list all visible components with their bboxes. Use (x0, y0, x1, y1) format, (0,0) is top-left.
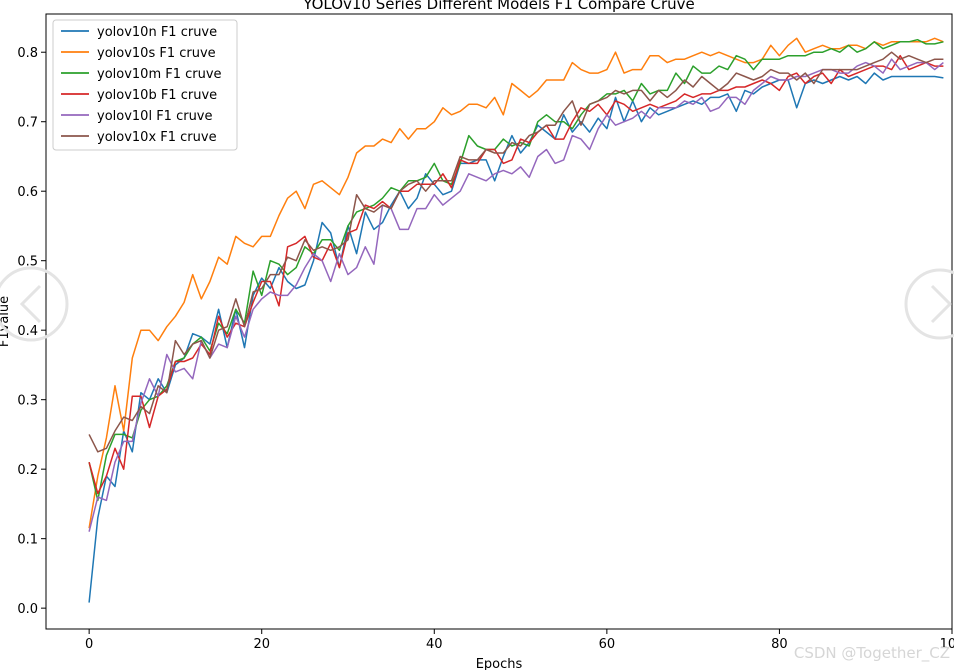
x-tick-label: 20 (253, 637, 270, 652)
x-tick-label: 40 (426, 637, 443, 652)
y-tick-label: 0.1 (17, 533, 38, 548)
legend-label: yolov10l F1 cruve (97, 109, 213, 124)
prev-nav-circle (0, 266, 69, 342)
x-tick-label: 0 (85, 637, 93, 652)
legend-label: yolov10b F1 cruve (97, 88, 217, 103)
y-tick-label: 0.3 (17, 394, 38, 409)
chevron-left-icon (19, 284, 42, 324)
chart-title: YOLOv10 Series Different Models F1 Compa… (302, 0, 695, 13)
y-axis-title: F1value (0, 296, 12, 347)
series-line-2 (88, 37, 944, 529)
series-line-6 (88, 51, 944, 453)
y-tick-label: 0.5 (17, 255, 38, 270)
legend-label: yolov10n F1 cruve (97, 25, 217, 40)
legend-label: yolov10s F1 cruve (97, 46, 216, 61)
x-axis-title: Epochs (476, 657, 523, 670)
y-axis-ticks: 0.0 0.1 0.2 0.3 0.4 0.5 0.6 0.7 0.8 (17, 46, 46, 617)
y-tick-label: 0.7 (17, 116, 38, 131)
y-tick-label: 0.2 (17, 463, 38, 478)
y-tick-label: 0.6 (17, 185, 38, 200)
x-tick-label: 100 (940, 637, 954, 652)
series-line-1 (88, 72, 944, 603)
legend-label: yolov10m F1 cruve (97, 67, 222, 82)
next-nav-circle (904, 268, 954, 340)
watermark-text: CSDN @Together_CZ (794, 644, 950, 663)
x-tick-label: 60 (599, 637, 616, 652)
y-tick-label: 0.4 (17, 324, 38, 339)
legend: yolov10n F1 cruve yolov10s F1 cruve yolov1… (52, 19, 238, 151)
chevron-right-icon (930, 284, 953, 324)
y-tick-label: 0.0 (17, 602, 38, 617)
y-tick-label: 0.8 (17, 46, 38, 61)
prev-nav-button[interactable] (0, 266, 69, 342)
x-tick-label: 80 (771, 637, 788, 652)
series-lines (88, 37, 944, 603)
legend-label: yolov10x F1 cruve (97, 130, 217, 145)
x-axis-ticks: 0 20 40 60 80 100 (85, 629, 954, 652)
next-nav-button[interactable] (904, 268, 954, 340)
legend-box (52, 19, 238, 151)
axes-frame (45, 13, 953, 630)
